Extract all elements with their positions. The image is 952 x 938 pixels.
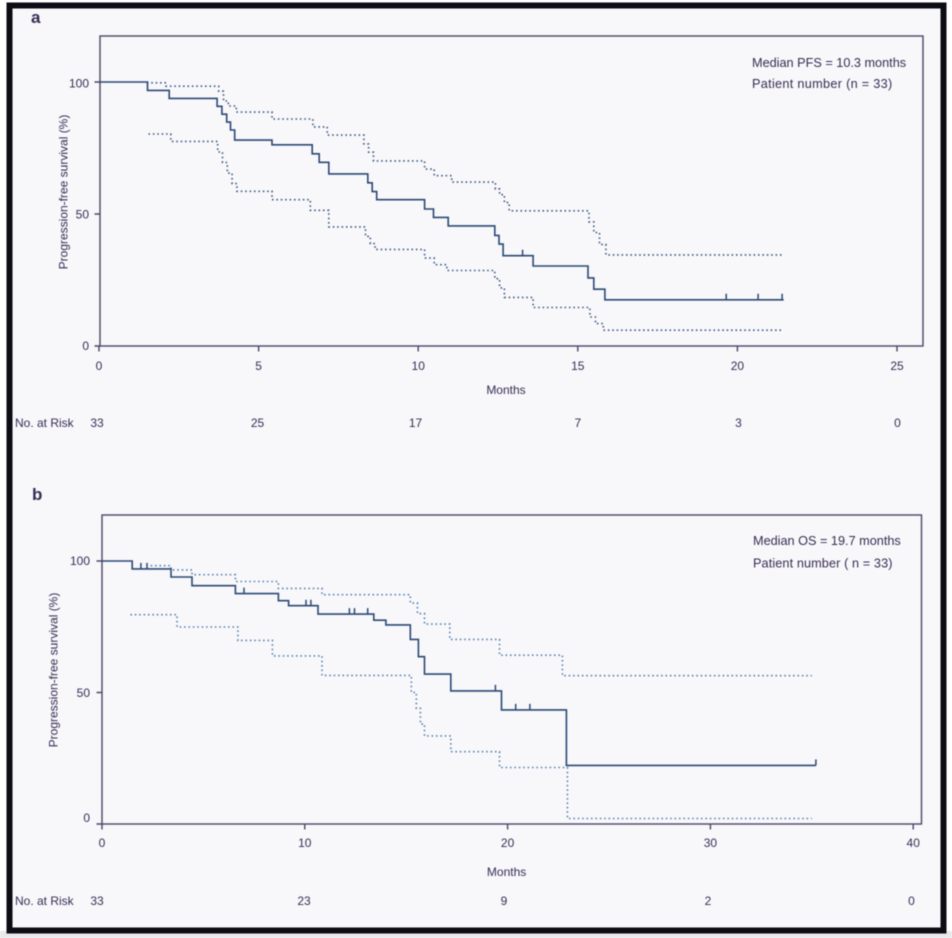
svg-text:20: 20 [501, 836, 515, 850]
svg-text:30: 30 [704, 836, 718, 850]
svg-text:10: 10 [412, 359, 426, 373]
svg-text:100: 100 [70, 554, 90, 568]
svg-text:0: 0 [908, 894, 915, 908]
svg-text:0: 0 [96, 359, 103, 373]
svg-text:Months: Months [487, 865, 526, 879]
svg-text:33: 33 [90, 894, 104, 908]
svg-text:Progression-free survival (%): Progression-free survival (%) [57, 115, 71, 270]
svg-text:a: a [31, 8, 41, 27]
svg-text:0: 0 [894, 416, 901, 430]
svg-text:No. at Risk: No. at Risk [15, 894, 75, 908]
svg-text:0: 0 [82, 339, 89, 353]
svg-text:Patient number ( n = 33): Patient number ( n = 33) [753, 557, 893, 571]
svg-text:Median OS = 19.7 months: Median OS = 19.7 months [753, 534, 901, 548]
svg-text:3: 3 [735, 416, 742, 430]
svg-text:Patient number (n = 33): Patient number (n = 33) [752, 77, 893, 91]
svg-text:No. at Risk: No. at Risk [15, 416, 75, 430]
svg-text:50: 50 [76, 208, 90, 222]
svg-text:2: 2 [705, 894, 712, 908]
svg-text:0: 0 [99, 836, 106, 850]
svg-text:100: 100 [69, 77, 89, 91]
svg-text:b: b [32, 485, 42, 504]
svg-text:Months: Months [486, 383, 525, 397]
svg-text:0: 0 [83, 811, 90, 825]
svg-text:23: 23 [297, 894, 311, 908]
svg-text:25: 25 [251, 416, 265, 430]
svg-text:Progression-free survival (%): Progression-free survival (%) [47, 593, 61, 748]
svg-text:17: 17 [409, 416, 423, 430]
svg-text:10: 10 [298, 836, 312, 850]
svg-text:40: 40 [907, 836, 921, 850]
svg-text:50: 50 [77, 686, 91, 700]
svg-text:20: 20 [731, 359, 745, 373]
svg-text:5: 5 [255, 359, 262, 373]
svg-text:7: 7 [574, 416, 581, 430]
svg-text:15: 15 [571, 359, 585, 373]
svg-text:9: 9 [501, 894, 508, 908]
svg-text:Median PFS = 10.3 months: Median PFS = 10.3 months [752, 56, 906, 70]
svg-text:25: 25 [890, 359, 904, 373]
svg-text:33: 33 [90, 416, 104, 430]
